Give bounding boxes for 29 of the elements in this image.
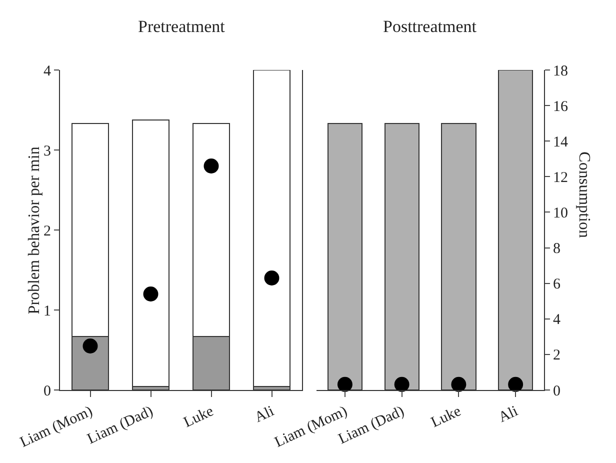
y2-tick-label: 10 bbox=[553, 205, 568, 222]
y2-axis-title: Consumption bbox=[575, 152, 592, 238]
y2-tick-label: 0 bbox=[553, 383, 560, 400]
bar bbox=[253, 70, 290, 387]
y-tick-label: 2 bbox=[44, 223, 51, 240]
x-tick-label: Ali bbox=[496, 403, 520, 426]
y-tick-label: 4 bbox=[44, 63, 52, 80]
y-tick-label: 0 bbox=[44, 383, 51, 400]
y2-tick-label: 4 bbox=[553, 312, 561, 328]
point bbox=[143, 286, 158, 302]
y2-tick-label: 2 bbox=[553, 348, 560, 364]
x-tick-label: Luke bbox=[428, 403, 464, 431]
y2-tick-label: 14 bbox=[553, 134, 568, 150]
y-tick-label: 3 bbox=[44, 143, 51, 160]
y2-tick-label: 18 bbox=[553, 63, 568, 80]
chart-title: Posttreatment bbox=[383, 17, 477, 36]
x-tick-label: Luke bbox=[181, 403, 216, 431]
bar bbox=[132, 119, 170, 387]
y2-tick-label: 16 bbox=[553, 98, 568, 115]
x-tick-label: Ali bbox=[252, 403, 277, 426]
point bbox=[204, 158, 219, 174]
point bbox=[82, 338, 98, 354]
y2-tick-label: 6 bbox=[553, 276, 561, 293]
y2-tick-label: 12 bbox=[553, 170, 568, 186]
y-axis-title: Problem behavior per min bbox=[26, 146, 44, 314]
chart-title: Pretreatment bbox=[138, 17, 226, 36]
y2-tick-label: 8 bbox=[553, 241, 560, 258]
y-tick-label: 1 bbox=[44, 303, 51, 320]
point bbox=[264, 270, 280, 286]
